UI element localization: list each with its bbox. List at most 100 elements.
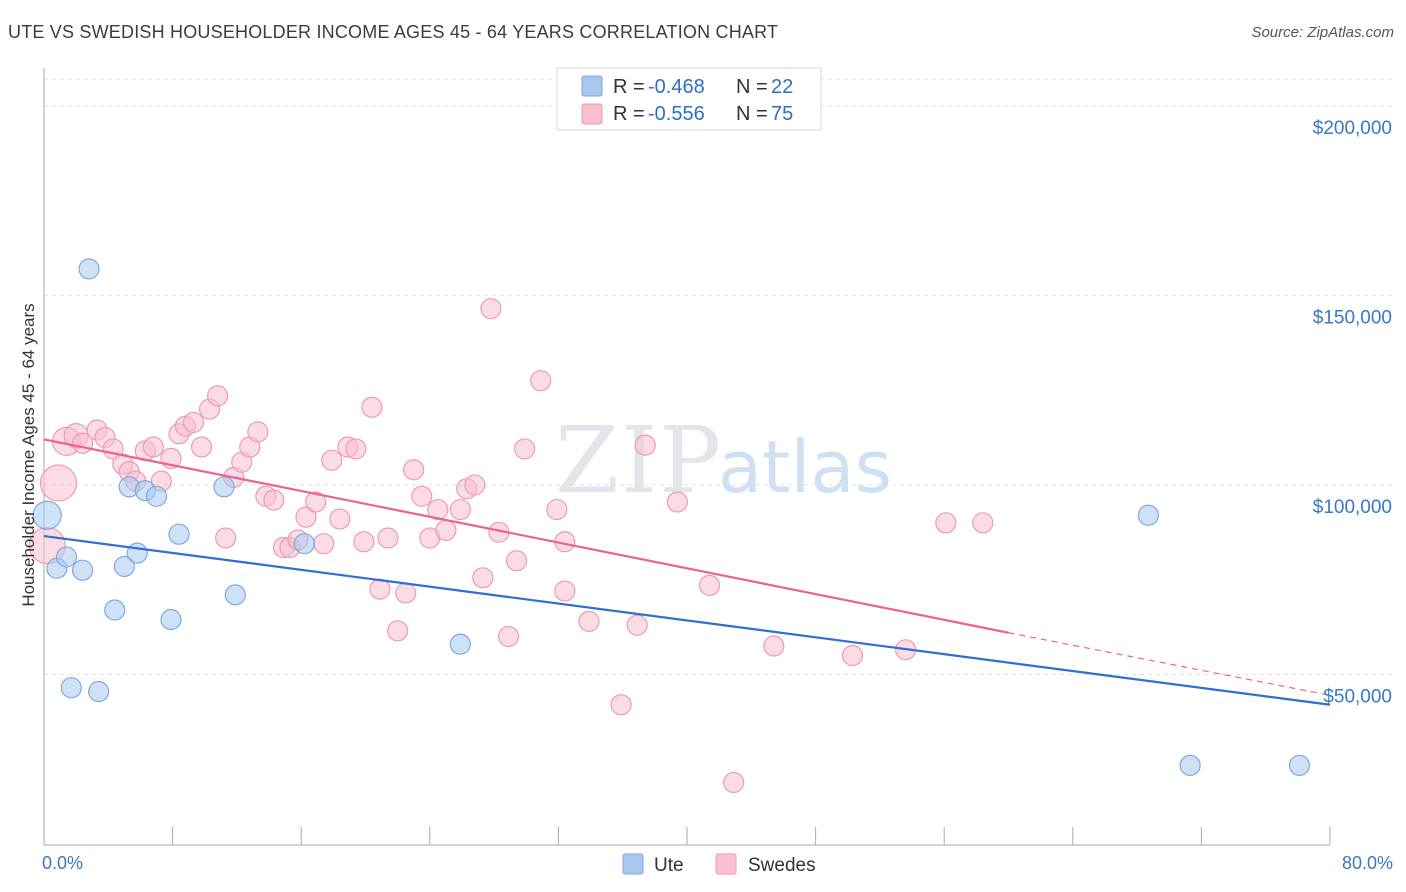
y-tick-label: $150,000 bbox=[1313, 307, 1392, 328]
ute-point bbox=[71, 559, 94, 581]
ute-point bbox=[213, 476, 235, 498]
swedes-point bbox=[506, 550, 528, 572]
swedes-point bbox=[546, 498, 568, 521]
watermark-zip: ZIP bbox=[555, 407, 723, 514]
ute-point bbox=[1137, 504, 1159, 526]
ute-point bbox=[78, 258, 100, 280]
ute-point bbox=[1179, 754, 1201, 777]
ute-point bbox=[449, 633, 471, 655]
bottom-legend-label-swedes: Swedes bbox=[748, 855, 816, 876]
swedes-point bbox=[634, 434, 656, 456]
y-tick-label: $100,000 bbox=[1313, 497, 1392, 518]
legend-r-value-ute: -0.468 bbox=[648, 76, 705, 98]
y-tick-label: $200,000 bbox=[1313, 118, 1392, 139]
ute-point bbox=[104, 599, 126, 621]
chart-source: Source: ZipAtlas.com bbox=[1251, 24, 1394, 41]
ute-point bbox=[224, 584, 246, 606]
bottom-legend: Ute Swedes bbox=[622, 853, 816, 876]
swedes-point bbox=[321, 449, 343, 471]
ute-point bbox=[113, 555, 135, 578]
swedes-point bbox=[329, 508, 351, 530]
swedes-point bbox=[530, 370, 552, 392]
legend-swatch-swedes bbox=[581, 103, 603, 125]
swedes-point bbox=[480, 298, 502, 320]
legend-r-label-swedes: R = bbox=[613, 103, 645, 125]
ute-point bbox=[88, 680, 110, 703]
bottom-legend-swatch-swedes bbox=[715, 853, 737, 875]
swedes-point bbox=[39, 464, 78, 502]
swedes-point bbox=[411, 485, 433, 507]
swedes-trend-line bbox=[43, 438, 1009, 634]
swedes-point bbox=[395, 582, 417, 604]
x-tick-label: 0.0% bbox=[42, 853, 83, 873]
legend-n-value-swedes: 75 bbox=[771, 103, 793, 125]
swedes-point bbox=[305, 491, 327, 513]
swedes-point bbox=[295, 506, 317, 528]
ute-point bbox=[32, 500, 62, 530]
x-tick-labels: 0.0% 80.0% bbox=[42, 853, 1393, 873]
swedes-point bbox=[215, 527, 237, 549]
legend-n-value-ute: 22 bbox=[771, 76, 793, 98]
legend-box: R = -0.468 N = 22 R = -0.556 N = 75 bbox=[556, 67, 822, 131]
swedes-point bbox=[142, 436, 164, 458]
chart-title: UTE VS SWEDISH HOUSEHOLDER INCOME AGES 4… bbox=[8, 22, 779, 42]
ute-point bbox=[145, 485, 168, 507]
bottom-legend-swatch-ute bbox=[622, 853, 644, 875]
swedes-point bbox=[666, 491, 688, 513]
bottom-legend-label-ute: Ute bbox=[654, 855, 684, 876]
swedes-point bbox=[763, 635, 785, 657]
data-points bbox=[28, 258, 1311, 794]
swedes-point bbox=[626, 614, 648, 636]
swedes-point bbox=[182, 411, 205, 433]
legend-r-label-ute: R = bbox=[613, 76, 645, 98]
swedes-trend-extension bbox=[1008, 632, 1331, 696]
swedes-point bbox=[449, 498, 471, 521]
trend-lines bbox=[43, 438, 1331, 706]
axes bbox=[43, 68, 1331, 846]
swedes-point bbox=[578, 610, 600, 632]
y-axis-label: Householder Income Ages 45 - 64 years bbox=[19, 303, 38, 606]
swedes-point bbox=[497, 625, 520, 648]
swedes-point bbox=[698, 574, 721, 596]
ute-point bbox=[126, 542, 148, 564]
swedes-point bbox=[472, 567, 494, 589]
swedes-point bbox=[190, 436, 213, 458]
swedes-point bbox=[841, 644, 864, 667]
swedes-point bbox=[972, 512, 994, 534]
swedes-point bbox=[353, 531, 375, 553]
legend-r-value-swedes: -0.556 bbox=[648, 103, 705, 125]
swedes-point bbox=[935, 512, 957, 534]
swedes-point bbox=[345, 438, 367, 460]
ute-trend-line bbox=[43, 535, 1331, 706]
y-tick-labels: $50,000 $100,000 $150,000 $200,000 bbox=[1313, 118, 1392, 708]
y-tick-label: $50,000 bbox=[1323, 686, 1392, 707]
watermark-atlas: atlas bbox=[718, 425, 892, 509]
swedes-point bbox=[427, 498, 449, 521]
ute-point bbox=[1288, 754, 1311, 777]
swedes-point bbox=[207, 385, 229, 407]
legend-n-label-ute: N = bbox=[736, 76, 768, 98]
swedes-point bbox=[377, 527, 399, 549]
swedes-point bbox=[723, 771, 745, 794]
x-tick-label: 80.0% bbox=[1342, 853, 1393, 873]
swedes-point bbox=[554, 580, 576, 602]
ute-point bbox=[55, 546, 78, 568]
swedes-point bbox=[313, 533, 335, 555]
legend-n-label-swedes: N = bbox=[736, 103, 768, 125]
swedes-point bbox=[263, 489, 285, 511]
swedes-point bbox=[387, 620, 409, 642]
ute-point bbox=[168, 523, 190, 545]
swedes-point bbox=[403, 459, 425, 481]
watermark: ZIP atlas bbox=[555, 407, 892, 514]
swedes-point bbox=[514, 438, 536, 460]
swedes-point bbox=[247, 421, 269, 443]
legend-swatch-ute bbox=[581, 75, 603, 97]
ute-point bbox=[293, 533, 316, 555]
swedes-point bbox=[610, 694, 632, 716]
ute-point bbox=[60, 677, 82, 699]
swedes-point bbox=[464, 474, 486, 496]
swedes-point bbox=[435, 519, 457, 542]
ute-point bbox=[160, 608, 182, 631]
swedes-point bbox=[361, 396, 383, 418]
